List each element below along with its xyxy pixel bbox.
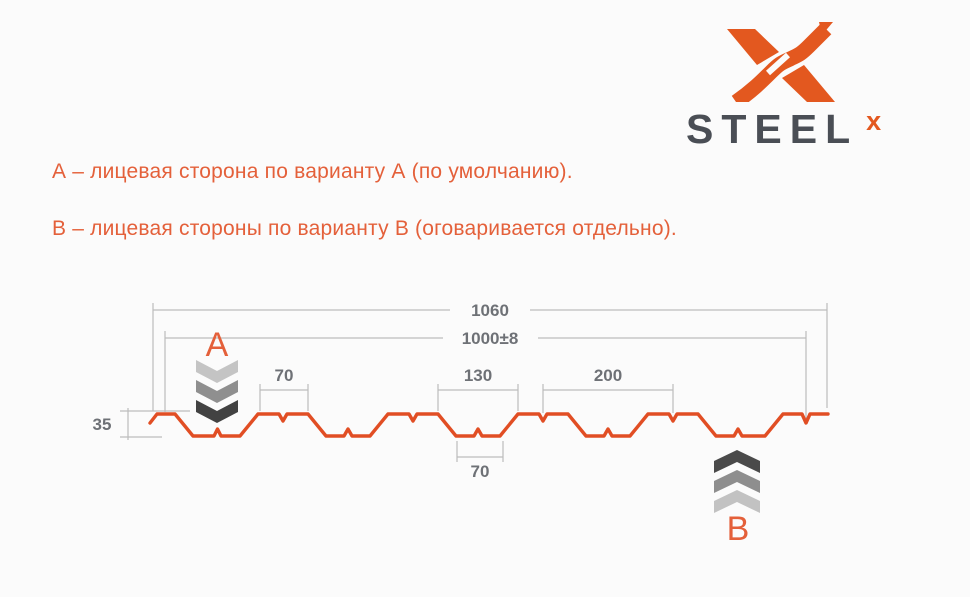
- brand-wordmark: STEEL: [686, 106, 859, 152]
- dim-cover-width: 1000±8: [164, 329, 807, 419]
- dim-cover-width-value: 1000±8: [462, 329, 519, 348]
- brand-superscript-x: x: [866, 106, 882, 136]
- legend-line-variant-a: А – лицевая сторона по варианту А (по ум…: [52, 160, 573, 183]
- logo: STEEL x: [686, 14, 916, 153]
- chevrons-up-icon: [714, 450, 760, 513]
- dim-trough-bottom: 70: [456, 441, 504, 481]
- marker-a-label: А: [206, 326, 229, 364]
- marker-variant-a: А: [196, 326, 238, 423]
- marker-variant-b: В: [714, 450, 760, 548]
- dim-trough-opening: 130: [437, 366, 519, 411]
- dim-trough-bottom-value: 70: [471, 462, 490, 481]
- steelx-x-icon: [727, 22, 835, 102]
- dim-height-value: 35: [93, 415, 112, 434]
- dim-overall-width: 1060: [152, 301, 828, 411]
- chevrons-down-icon: [196, 360, 238, 423]
- sheet-profile-line: [148, 412, 830, 438]
- dim-overall-width-value: 1060: [471, 301, 509, 320]
- dim-pitch-value: 200: [594, 366, 622, 385]
- dim-pitch: 200: [542, 366, 674, 413]
- marker-b-label: В: [727, 510, 750, 548]
- dim-height: 35: [93, 408, 190, 440]
- dim-crest-top: 70: [259, 366, 309, 411]
- dim-crest-top-value: 70: [275, 366, 294, 385]
- dim-trough-opening-value: 130: [464, 366, 492, 385]
- legend-line-variant-b: В – лицевая стороны по варианту В (огова…: [52, 217, 677, 240]
